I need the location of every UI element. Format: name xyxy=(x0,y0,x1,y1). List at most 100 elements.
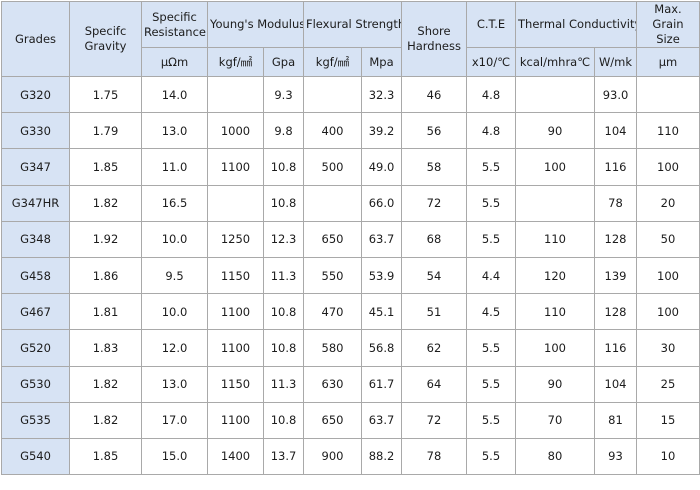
cte-cell: 5.5 xyxy=(466,401,516,439)
youngs-kgf-cell xyxy=(207,75,264,114)
header-row-top: Grades Specifc Gravity Specific Resistan… xyxy=(1,1,700,77)
flexural-kgf-cell: 500 xyxy=(303,148,362,186)
specific-resistance-cell: 11.0 xyxy=(141,148,208,186)
cte-cell: 5.5 xyxy=(466,184,516,222)
thermal-wmk-cell: 128 xyxy=(594,220,637,258)
specific-resistance-cell: 10.0 xyxy=(141,293,208,331)
youngs-kgf-cell: 1400 xyxy=(207,437,264,476)
cte-cell: 5.5 xyxy=(466,437,516,476)
cte-cell: 5.5 xyxy=(466,329,516,367)
table-row: G535 1.82 17.0 1100 10.8 650 63.7 72 5.5… xyxy=(1,401,700,439)
thermal-kcal-cell: 100 xyxy=(515,148,595,186)
table-row: G320 1.75 14.0 9.3 32.3 46 4.8 93.0 xyxy=(1,75,700,114)
flexural-kgf-cell xyxy=(303,184,362,222)
col-header-specific-resistance: Specific Resistance xyxy=(141,1,208,48)
flexural-mpa-cell: 49.0 xyxy=(361,148,402,186)
thermal-kcal-cell: 90 xyxy=(515,365,595,403)
thermal-wmk-cell: 104 xyxy=(594,112,637,150)
col-header-flexural-strength: Flexural Strength xyxy=(303,1,402,48)
col-header-youngs-modulus: Young's Modulus xyxy=(207,1,304,48)
grade-cell: G467 xyxy=(1,293,70,331)
grade-cell: G347HR xyxy=(1,184,70,222)
youngs-kgf-cell: 1150 xyxy=(207,365,264,403)
thermal-kcal-cell: 110 xyxy=(515,220,595,258)
specific-gravity-cell: 1.75 xyxy=(69,75,142,114)
flexural-mpa-cell: 56.8 xyxy=(361,329,402,367)
youngs-gpa-cell: 9.8 xyxy=(263,112,304,150)
youngs-kgf-cell: 1250 xyxy=(207,220,264,258)
shore-hardness-cell: 72 xyxy=(401,401,467,439)
specific-gravity-cell: 1.83 xyxy=(69,329,142,367)
specific-resistance-cell: 14.0 xyxy=(141,75,208,114)
unit-specific-resistance: μΩm xyxy=(141,47,208,77)
flexural-kgf-cell xyxy=(303,75,362,114)
flexural-kgf-cell: 400 xyxy=(303,112,362,150)
thermal-wmk-cell: 81 xyxy=(594,401,637,439)
youngs-kgf-cell: 1150 xyxy=(207,256,264,295)
youngs-gpa-cell: 9.3 xyxy=(263,75,304,114)
grade-cell: G348 xyxy=(1,220,70,258)
thermal-wmk-cell: 139 xyxy=(594,256,637,295)
youngs-kgf-cell: 1100 xyxy=(207,329,264,367)
shore-hardness-cell: 46 xyxy=(401,75,467,114)
table-row: G458 1.86 9.5 1150 11.3 550 53.9 54 4.4 … xyxy=(1,256,700,295)
thermal-kcal-cell: 100 xyxy=(515,329,595,367)
table-row: G540 1.85 15.0 1400 13.7 900 88.2 78 5.5… xyxy=(1,437,700,476)
grain-size-cell: 50 xyxy=(636,220,700,258)
table-row: G330 1.79 13.0 1000 9.8 400 39.2 56 4.8 … xyxy=(1,112,700,150)
grain-size-cell xyxy=(636,75,700,114)
table-row: G347HR 1.82 16.5 10.8 66.0 72 5.5 78 20 xyxy=(1,184,700,222)
specific-gravity-cell: 1.79 xyxy=(69,112,142,150)
grain-size-cell: 110 xyxy=(636,112,700,150)
flexural-mpa-cell: 63.7 xyxy=(361,401,402,439)
col-header-max-grain-size: Max. Grain Size xyxy=(636,1,700,48)
col-header-grades: Grades xyxy=(1,1,70,77)
unit-thermal-kcal: kcal/mhra℃ xyxy=(515,47,595,77)
unit-cte: x10/℃ xyxy=(466,47,516,77)
col-header-thermal-conductivity: Thermal Conductivity xyxy=(515,1,637,48)
table-row: G467 1.81 10.0 1100 10.8 470 45.1 51 4.5… xyxy=(1,293,700,331)
specific-resistance-cell: 17.0 xyxy=(141,401,208,439)
specific-resistance-cell: 13.0 xyxy=(141,112,208,150)
cte-cell: 5.5 xyxy=(466,365,516,403)
grade-cell: G330 xyxy=(1,112,70,150)
grain-size-cell: 10 xyxy=(636,437,700,476)
thermal-kcal-cell xyxy=(515,184,595,222)
specific-gravity-cell: 1.82 xyxy=(69,365,142,403)
flexural-mpa-cell: 39.2 xyxy=(361,112,402,150)
specific-gravity-cell: 1.92 xyxy=(69,220,142,258)
youngs-gpa-cell: 13.7 xyxy=(263,437,304,476)
col-header-cte: C.T.E xyxy=(466,1,516,48)
col-header-specific-gravity: Specifc Gravity xyxy=(69,1,142,77)
shore-hardness-cell: 72 xyxy=(401,184,467,222)
thermal-wmk-cell: 104 xyxy=(594,365,637,403)
unit-grain-size: μm xyxy=(636,47,700,77)
specific-resistance-cell: 15.0 xyxy=(141,437,208,476)
shore-hardness-cell: 64 xyxy=(401,365,467,403)
shore-hardness-cell: 62 xyxy=(401,329,467,367)
grade-cell: G540 xyxy=(1,437,70,476)
cte-cell: 4.4 xyxy=(466,256,516,295)
youngs-gpa-cell: 11.3 xyxy=(263,256,304,295)
flexural-mpa-cell: 63.7 xyxy=(361,220,402,258)
youngs-gpa-cell: 10.8 xyxy=(263,184,304,222)
grain-size-cell: 100 xyxy=(636,256,700,295)
flexural-kgf-cell: 650 xyxy=(303,220,362,258)
youngs-gpa-cell: 10.8 xyxy=(263,293,304,331)
thermal-kcal-cell: 70 xyxy=(515,401,595,439)
flexural-kgf-cell: 580 xyxy=(303,329,362,367)
grade-cell: G530 xyxy=(1,365,70,403)
specific-resistance-cell: 10.0 xyxy=(141,220,208,258)
table-row: G347 1.85 11.0 1100 10.8 500 49.0 58 5.5… xyxy=(1,148,700,186)
shore-hardness-cell: 51 xyxy=(401,293,467,331)
unit-flexural-mpa: Mpa xyxy=(361,47,402,77)
table-row: G348 1.92 10.0 1250 12.3 650 63.7 68 5.5… xyxy=(1,220,700,258)
flexural-kgf-cell: 630 xyxy=(303,365,362,403)
thermal-kcal-cell xyxy=(515,75,595,114)
youngs-kgf-cell: 1000 xyxy=(207,112,264,150)
unit-flexural-kgf: kgf/㎟ xyxy=(303,47,362,77)
youngs-kgf-cell xyxy=(207,184,264,222)
specific-gravity-cell: 1.86 xyxy=(69,256,142,295)
specific-resistance-cell: 9.5 xyxy=(141,256,208,295)
specific-gravity-cell: 1.82 xyxy=(69,184,142,222)
